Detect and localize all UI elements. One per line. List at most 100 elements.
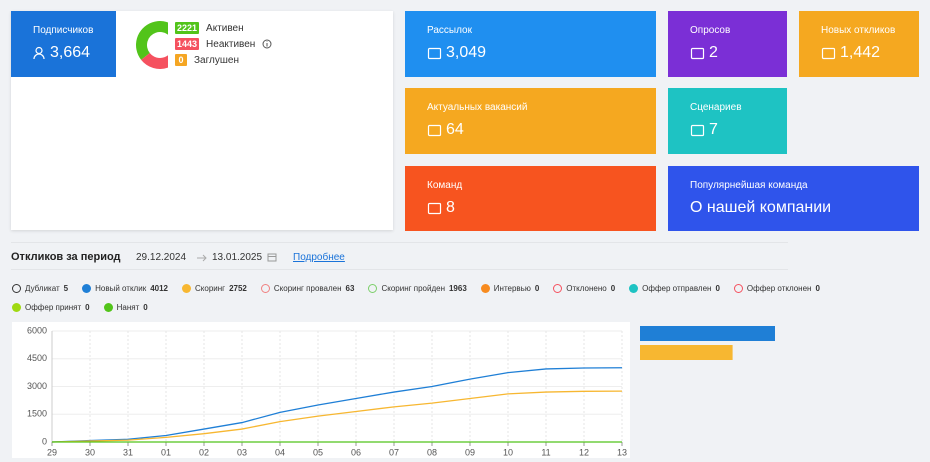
legend-name: Отклонено <box>566 284 607 293</box>
series-line <box>51 390 623 443</box>
card-value-row: 7 <box>690 121 787 139</box>
y-tick-label: 1500 <box>27 409 47 419</box>
legend-name: Скоринг <box>195 284 226 293</box>
legend-item[interactable]: Скоринг 2752 <box>182 284 247 293</box>
legend-count: 0 <box>85 303 90 312</box>
card-icon <box>690 124 705 136</box>
calendar-icon[interactable] <box>267 252 277 262</box>
users-icon <box>33 46 45 60</box>
legend-marker <box>260 284 270 293</box>
legend-item[interactable]: Новый отклик 4012 <box>82 284 168 293</box>
legend-marker <box>368 284 378 293</box>
card-value: О нашей компании <box>690 199 832 216</box>
legend-name: Дубликат <box>25 284 60 293</box>
donut-cover <box>168 15 175 75</box>
legend-marker <box>12 303 21 312</box>
x-tick-label: 06 <box>351 447 361 457</box>
status-count: 1443 <box>175 38 200 50</box>
legend-item[interactable]: Нанят 0 <box>103 303 148 312</box>
legend-name: Скоринг пройден <box>381 284 445 293</box>
card-label: Команд <box>427 180 463 191</box>
legend-marker <box>480 284 490 293</box>
legend-item[interactable]: Дубликат 5 <box>12 284 68 293</box>
legend-row: Оффер принят 0 Нанят 0 <box>12 303 148 312</box>
stat-card[interactable]: Актуальных вакансий 64 <box>405 88 656 154</box>
legend-item[interactable]: Скоринг провален 63 <box>260 284 355 293</box>
x-tick-label: 01 <box>161 447 171 457</box>
subscribers-tile[interactable]: Подписчиков 3,664 <box>11 11 116 77</box>
card-icon <box>690 47 705 59</box>
legend-item[interactable]: Оффер отклонен 0 <box>733 284 820 293</box>
stat-card[interactable]: Популярнейшая команда О нашей компании <box>668 166 919 231</box>
legend-name: Оффер принят <box>25 303 82 312</box>
card-value: 7 <box>709 121 718 138</box>
card-value-row: О нашей компании <box>690 199 919 217</box>
card-value: 1,442 <box>840 44 881 61</box>
icon-shape <box>427 202 442 214</box>
icon-shape <box>690 47 705 59</box>
status-label: Активен <box>206 22 244 34</box>
legend-item[interactable]: Оффер принят 0 <box>12 303 90 312</box>
legend-marker <box>733 284 743 293</box>
legend-count: 2752 <box>229 284 247 293</box>
legend-marker <box>82 284 92 293</box>
divider <box>11 269 788 270</box>
period-from[interactable]: 29.12.2024 <box>136 252 187 263</box>
card-value: 8 <box>446 199 455 216</box>
legend-count: 0 <box>715 284 720 293</box>
card-value-row: 3,049 <box>427 44 656 62</box>
x-tick-label: 09 <box>465 447 475 457</box>
card-value: 2 <box>709 44 718 61</box>
legend-item[interactable]: Оффер отправлен 0 <box>629 284 720 293</box>
card-value-row: 2 <box>690 44 787 62</box>
legend-marker <box>12 284 21 293</box>
legend-item[interactable]: Отклонено 0 <box>553 284 615 293</box>
y-tick-label: 0 <box>42 436 47 446</box>
stat-card[interactable]: Рассылок 3,049 <box>405 11 656 77</box>
legend-marker <box>553 284 563 293</box>
icon-shape <box>690 124 705 136</box>
x-tick-label: 04 <box>275 447 285 457</box>
legend-marker <box>629 284 639 293</box>
legend-item[interactable]: Интервью 0 <box>480 284 539 293</box>
y-tick-label: 6000 <box>27 325 47 335</box>
legend-name: Нанят <box>116 303 140 312</box>
icon-shape <box>427 47 442 59</box>
stat-card[interactable]: Сценариев 7 <box>668 88 787 154</box>
legend-item[interactable]: Скоринг пройден 1963 <box>368 284 467 293</box>
legend-count: 5 <box>63 284 69 293</box>
legend-name: Оффер отправлен <box>642 284 712 293</box>
legend-name: Скоринг провален <box>273 284 342 293</box>
x-tick-label: 07 <box>389 447 399 457</box>
legend-name: Интервью <box>493 284 531 293</box>
stat-card[interactable]: Команд 8 <box>405 166 656 231</box>
legend-count: 63 <box>345 284 355 293</box>
x-tick-label: 12 <box>579 447 589 457</box>
x-tick-label: 30 <box>85 447 95 457</box>
x-tick-label: 29 <box>47 447 57 457</box>
status-count: 0 <box>175 54 187 66</box>
card-label: Сценариев <box>690 102 742 113</box>
total-bar <box>640 326 775 341</box>
card-icon <box>427 124 442 136</box>
stat-card[interactable]: Новых откликов 1,442 <box>799 11 919 77</box>
legend-count: 0 <box>143 303 148 312</box>
status-row: 1443 Неактивен <box>175 38 272 50</box>
card-label: Актуальных вакансий <box>427 102 528 113</box>
card-icon <box>427 47 442 59</box>
x-tick-label: 13 <box>617 447 627 457</box>
subscribers-label: Подписчиков <box>33 25 94 36</box>
period-to[interactable]: 13.01.2025 <box>212 252 263 263</box>
stat-card[interactable]: Опросов 2 <box>668 11 787 77</box>
details-link[interactable]: Подробнее <box>293 252 345 263</box>
status-row: 2221 Активен <box>175 22 244 34</box>
info-circle <box>262 39 272 49</box>
info-icon[interactable] <box>262 39 272 49</box>
legend-name: Новый отклик <box>95 284 147 293</box>
legend-count: 4012 <box>150 284 168 293</box>
donut-slice <box>136 21 175 60</box>
x-tick-label: 08 <box>427 447 437 457</box>
divider <box>11 242 788 243</box>
